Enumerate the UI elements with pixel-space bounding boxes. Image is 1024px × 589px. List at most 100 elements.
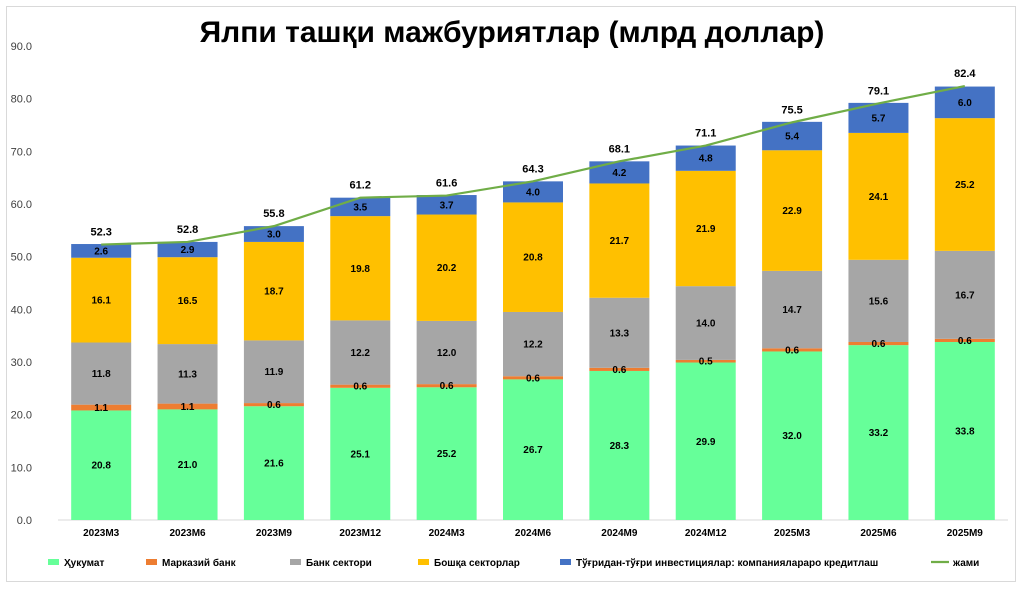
data-labels-group: 20.8 1.1 11.8 16.1 2.6 21.0 1.1 11.3 16.5 2.9 21.6…	[90, 68, 976, 472]
bar-segment	[503, 379, 563, 520]
bar-segment	[848, 259, 909, 342]
legend-label: Тўғридан-тўғри инвестициялар: компанияла…	[576, 557, 878, 569]
data-label: 11.8	[92, 369, 111, 380]
y-tick-label: 50.0	[11, 252, 32, 264]
data-label: 4.0	[526, 187, 540, 198]
total-label: 52.3	[90, 227, 111, 239]
y-tick-label: 80.0	[11, 94, 32, 106]
data-label: 5.7	[872, 113, 886, 124]
bar-segment	[589, 370, 650, 520]
x-tick-label: 2023M3	[83, 528, 120, 539]
bar-segment	[243, 226, 304, 242]
bar-segment	[416, 384, 477, 388]
x-tick-label: 2024M12	[685, 528, 727, 539]
data-label: 16.5	[178, 296, 198, 307]
data-label: 21.6	[264, 459, 284, 470]
data-label: 12.2	[523, 340, 543, 351]
bar-segment	[330, 216, 391, 321]
bar-segment	[934, 250, 995, 339]
data-label: 33.8	[955, 426, 975, 437]
data-label: 0.6	[612, 365, 626, 376]
bar-stack-group	[71, 86, 995, 520]
bar-segment	[503, 202, 563, 312]
data-label: 25.2	[437, 449, 457, 460]
bar-segment	[157, 257, 218, 345]
bar-segment	[330, 320, 391, 385]
data-label: 0.6	[267, 400, 281, 411]
data-label: 21.0	[178, 460, 198, 471]
data-label: 2.6	[94, 246, 108, 257]
data-label: 0.6	[440, 381, 454, 392]
data-label: 11.3	[178, 369, 197, 380]
x-tick-label: 2024M6	[515, 528, 552, 539]
bar-segment	[243, 241, 304, 341]
bar-segment	[157, 344, 218, 404]
y-tick-label: 90.0	[11, 41, 32, 53]
x-tick-label: 2025M3	[774, 528, 811, 539]
bar-segment	[71, 257, 132, 343]
bar-segment	[416, 195, 477, 215]
x-tick-label: 2023M9	[256, 528, 293, 539]
legend-swatch	[146, 559, 157, 565]
bar-segment	[330, 387, 391, 520]
legend-label: Марказий банк	[162, 557, 237, 569]
data-label: 5.4	[785, 132, 799, 143]
data-label: 26.7	[523, 445, 543, 456]
bar-segment	[330, 384, 391, 388]
bar-segment	[243, 406, 304, 520]
data-label: 16.1	[91, 296, 111, 307]
data-label: 0.6	[958, 336, 972, 347]
data-label: 32.0	[782, 431, 802, 442]
data-label: 0.5	[699, 357, 713, 368]
bar-segment	[503, 181, 563, 203]
bar-segment	[848, 345, 909, 520]
data-label: 11.9	[264, 367, 283, 378]
legend-label: Банк сектори	[306, 558, 372, 569]
data-label: 33.2	[869, 428, 889, 439]
data-label: 25.2	[955, 180, 975, 191]
data-label: 28.3	[610, 441, 630, 452]
chart-title: Ялпи ташқи мажбуриятлар (млрд доллар)	[199, 16, 825, 49]
data-label: 12.2	[351, 348, 371, 359]
data-label: 0.6	[872, 339, 886, 350]
legend: Ҳукумат Марказий банк Банк сектори Бошқа се…	[48, 557, 979, 569]
bar-segment	[675, 286, 736, 360]
data-label: 0.6	[353, 382, 367, 393]
bar-segment	[503, 311, 563, 377]
bar-segment	[762, 270, 823, 349]
data-label: 0.6	[785, 345, 799, 356]
data-label: 2.9	[181, 245, 195, 256]
bar-segment	[675, 362, 736, 520]
bar-segment	[157, 241, 218, 258]
bar-segment	[675, 359, 736, 363]
bar-segment	[589, 297, 650, 368]
bar-segment	[934, 341, 995, 520]
bar-segment	[675, 170, 736, 287]
bar-segment	[416, 214, 477, 321]
legend-label: жами	[952, 558, 979, 569]
legend-swatch	[290, 559, 301, 565]
legend-label: Бошқа секторлар	[434, 558, 520, 569]
bar-segment	[848, 341, 909, 346]
y-tick-label: 10.0	[11, 462, 32, 474]
bar-segment	[589, 161, 650, 184]
bar-segment	[243, 403, 304, 407]
data-label: 18.7	[264, 287, 284, 298]
total-label: 68.1	[609, 143, 630, 155]
total-label: 61.2	[350, 180, 371, 192]
total-line	[101, 84, 966, 246]
data-label: 4.8	[699, 154, 713, 165]
legend-swatch	[560, 559, 571, 565]
y-tick-label: 70.0	[11, 146, 32, 158]
bar-segment	[416, 387, 477, 520]
data-label: 20.8	[91, 461, 111, 472]
data-label: 4.2	[612, 168, 626, 179]
data-label: 3.0	[267, 230, 281, 241]
data-label: 20.8	[523, 253, 543, 264]
y-tick-label: 0.0	[17, 515, 32, 527]
data-label: 0.6	[526, 373, 540, 384]
bar-segment	[503, 376, 563, 380]
data-label: 25.1	[351, 449, 371, 460]
bar-segment	[71, 244, 132, 258]
